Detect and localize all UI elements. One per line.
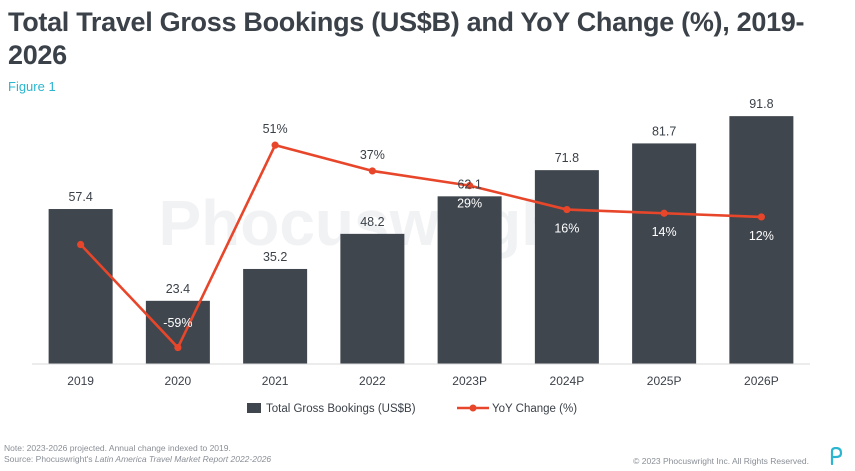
- bar-2026P: [729, 116, 794, 364]
- x-tick-label: 2021: [262, 374, 289, 388]
- bar-value-label: 23.4: [166, 282, 190, 296]
- footnote: Note: 2023-2026 projected. Annual change…: [4, 443, 271, 465]
- yoy-point-2020: [174, 343, 182, 352]
- x-tick-label: 2020: [165, 374, 192, 388]
- source-prefix: Source: Phocuswright's: [4, 454, 95, 464]
- yoy-point-2021: [271, 141, 279, 149]
- x-tick-label: 2025P: [647, 374, 682, 388]
- yoy-value-label: 37%: [360, 148, 385, 162]
- x-tick-label: 2022: [359, 374, 386, 388]
- yoy-value-label: 29%: [457, 197, 482, 211]
- bar-value-label: 35.2: [263, 250, 287, 264]
- x-tick-label: 2024P: [550, 374, 585, 388]
- bar-2021: [243, 268, 308, 364]
- yoy-point-2019: [77, 240, 85, 249]
- yoy-point-2024P: [563, 205, 571, 214]
- bar-2022: [340, 233, 405, 364]
- source-line: Source: Phocuswright's Latin America Tra…: [4, 454, 271, 465]
- yoy-point-2022: [368, 167, 376, 175]
- chart: Phocuswright 2019 2020 2021 2022 2023P 2024P 2…: [32, 97, 810, 415]
- yoy-line: [79, 143, 762, 349]
- x-tick-label: 2023P: [452, 374, 487, 388]
- yoy-point-2026P: [757, 213, 765, 221]
- bar-value-label: 71.8: [555, 151, 579, 165]
- x-tick-label: 2026P: [744, 374, 779, 388]
- yoy-value-label: 12%: [749, 229, 774, 243]
- figure-label: Figure 1: [8, 79, 56, 94]
- bar-value-label: 57.4: [68, 190, 92, 204]
- legend-bar-label: Total Gross Bookings (US$B): [266, 403, 416, 415]
- bar-2024P: [534, 170, 599, 364]
- bar-2019: [48, 209, 113, 364]
- x-tick-label: 2019: [67, 374, 94, 388]
- chart-title: Total Travel Gross Bookings (US$B) and Y…: [8, 7, 805, 70]
- bar-value-label: 62.1: [457, 177, 481, 191]
- yoy-value-label: 51%: [263, 122, 288, 136]
- yoy-value-label: -59%: [163, 316, 192, 330]
- yoy-point-2023P: [466, 182, 474, 190]
- legend-line-label: YoY Change (%): [492, 403, 577, 415]
- yoy-point-2025P: [660, 209, 668, 217]
- bar-2025P: [632, 143, 697, 364]
- bar-value-label: 81.7: [652, 124, 676, 138]
- legend-bar-swatch: [247, 403, 261, 413]
- copyright: © 2023 Phocuswright Inc. All Rights Rese…: [633, 456, 809, 466]
- legend-line-marker: [469, 404, 477, 412]
- phocuswright-logo-icon: [830, 447, 843, 465]
- source-title: Latin America Travel Market Report 2022-…: [94, 454, 272, 464]
- footnote-line: Note: 2023-2026 projected. Annual change…: [4, 443, 231, 453]
- yoy-value-label: 16%: [554, 222, 579, 236]
- bar-value-label: 91.8: [749, 97, 773, 111]
- bar-2020: [145, 300, 210, 364]
- bar-value-label: 48.2: [360, 215, 384, 229]
- yoy-value-label: 14%: [652, 225, 677, 239]
- bar-2023P: [437, 196, 502, 364]
